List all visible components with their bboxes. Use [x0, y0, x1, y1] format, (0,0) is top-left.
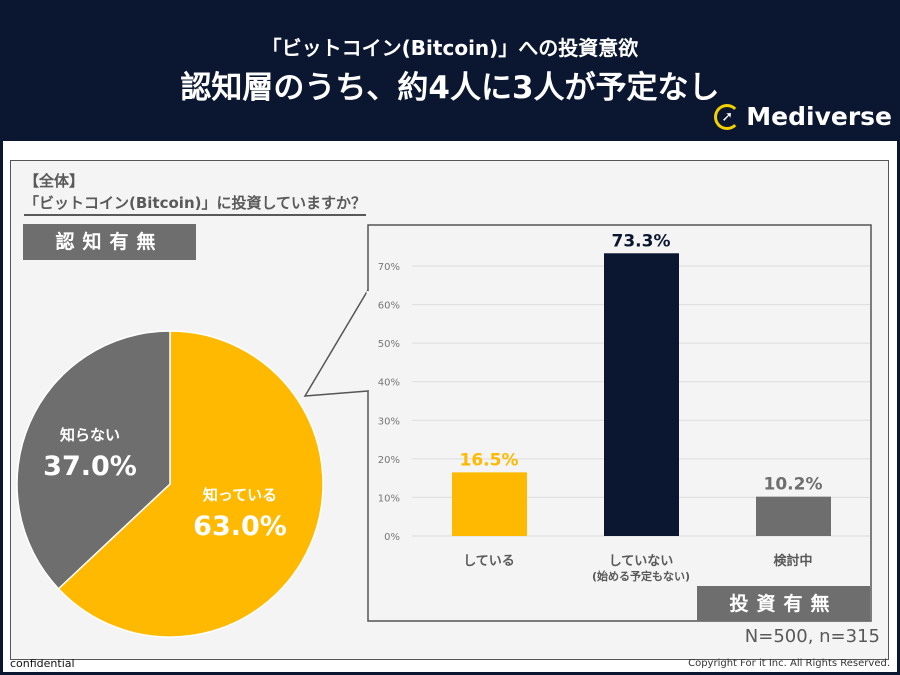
scope-label: 【全体】: [24, 172, 85, 190]
pie-slice: [57, 330, 324, 638]
x-category-label: (始める予定もない): [592, 569, 690, 583]
page-title: 認知層のうち、約4人に3人が予定なし: [180, 70, 720, 106]
callout-pointer: [303, 289, 369, 397]
copyright: Copyright For it Inc. All Rights Reserve…: [688, 658, 890, 669]
bar: [452, 472, 527, 536]
bar-value-label: 16.5%: [460, 450, 519, 470]
x-category-label: 検討中: [773, 553, 812, 569]
pie-slice-label: 知らない: [60, 426, 120, 444]
sample-size: N=500, n=315: [744, 626, 880, 647]
pie-slice: [16, 330, 171, 590]
y-tick-label: 70%: [378, 262, 400, 273]
logo-text: Mediverse: [746, 102, 892, 131]
y-tick-label: 0%: [384, 532, 400, 543]
bar: [604, 253, 679, 536]
y-tick-label: 10%: [378, 493, 400, 504]
bar-value-label: 10.2%: [764, 475, 823, 495]
pie-slice-value: 63.0%: [193, 511, 287, 542]
header: 「ビットコイン(Bitcoin)」への投資意欲 認知層のうち、約4人に3人が予定…: [0, 0, 900, 140]
logo: ➚ Mediverse: [714, 102, 892, 131]
pie-slice-label: 知っている: [203, 486, 277, 504]
bar-value-label: 73.3%: [612, 231, 671, 251]
y-tick-label: 60%: [378, 301, 400, 312]
pie-tag: 認知有無: [23, 224, 196, 260]
subtitle: 「ビットコイン(Bitcoin)」への投資意欲: [261, 36, 639, 60]
x-category-label: している: [463, 554, 515, 569]
x-category-label: していない: [609, 554, 674, 569]
y-tick-label: 30%: [378, 416, 400, 427]
rocket-icon: ➚: [714, 103, 741, 130]
y-tick-label: 50%: [378, 339, 400, 350]
bar: [756, 496, 831, 536]
confidential-label: confidential: [10, 657, 75, 670]
pie-slice-value: 37.0%: [43, 451, 137, 482]
bar-tag: 投資有無: [697, 586, 870, 621]
question-text: 「ビットコイン(Bitcoin)」に投資していますか？: [24, 192, 367, 216]
y-tick-label: 20%: [378, 455, 400, 466]
y-tick-label: 40%: [378, 378, 400, 389]
